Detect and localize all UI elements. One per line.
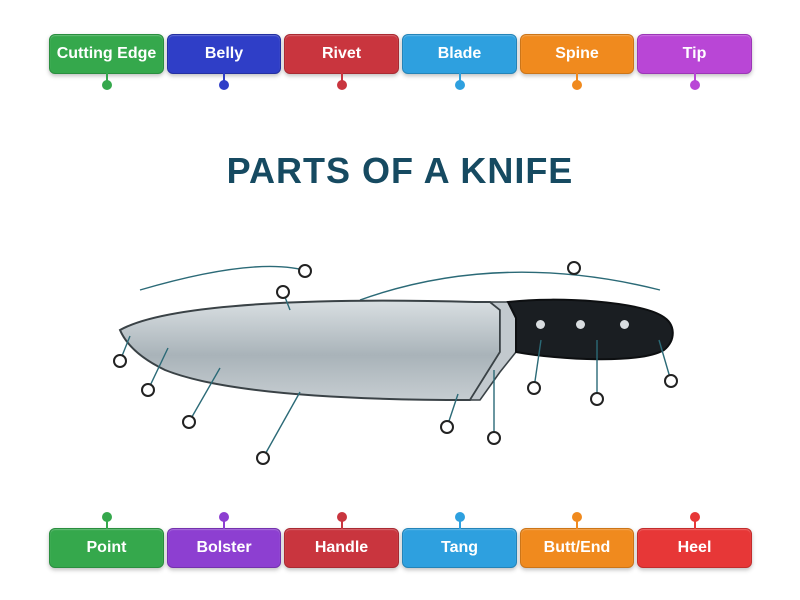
label-tile-text: Heel — [678, 539, 712, 557]
knife-blade — [120, 301, 500, 400]
label-tile-text: Bolster — [196, 539, 251, 557]
label-pin — [102, 80, 112, 90]
knife-rivet — [536, 320, 545, 329]
label-pin — [572, 512, 582, 522]
label-tile-point[interactable]: Point — [49, 528, 164, 568]
drop-target[interactable] — [276, 285, 290, 299]
label-tile-handle[interactable]: Handle — [284, 528, 399, 568]
label-tile-text: Blade — [438, 45, 482, 63]
label-tile-text: Handle — [315, 539, 368, 557]
knife-handle — [508, 300, 673, 360]
label-tile-text: Rivet — [322, 45, 361, 63]
label-tile-text: Butt/End — [544, 539, 611, 557]
label-pin — [219, 512, 229, 522]
drop-target[interactable] — [182, 415, 196, 429]
drop-target[interactable] — [298, 264, 312, 278]
label-tile-text: Spine — [555, 45, 599, 63]
label-tile-cutting-edge[interactable]: Cutting Edge — [49, 34, 164, 74]
knife-diagram — [0, 0, 800, 600]
label-tile-belly[interactable]: Belly — [167, 34, 281, 74]
knife-rivet — [620, 320, 629, 329]
drop-target[interactable] — [664, 374, 678, 388]
drop-target[interactable] — [113, 354, 127, 368]
label-pin — [455, 80, 465, 90]
label-pin — [102, 512, 112, 522]
label-pin — [690, 512, 700, 522]
label-tile-buttend[interactable]: Butt/End — [520, 528, 634, 568]
label-tile-tang[interactable]: Tang — [402, 528, 517, 568]
label-pin — [572, 80, 582, 90]
label-pin — [337, 512, 347, 522]
label-tile-blade[interactable]: Blade — [402, 34, 517, 74]
drop-target[interactable] — [440, 420, 454, 434]
label-tile-spine[interactable]: Spine — [520, 34, 634, 74]
label-tile-text: Tip — [683, 45, 707, 63]
drop-target[interactable] — [567, 261, 581, 275]
label-tile-text: Belly — [205, 45, 243, 63]
label-pin — [455, 512, 465, 522]
drop-target[interactable] — [527, 381, 541, 395]
label-tile-text: Cutting Edge — [57, 45, 157, 63]
label-pin — [337, 80, 347, 90]
label-tile-text: Point — [87, 539, 127, 557]
drop-target[interactable] — [256, 451, 270, 465]
label-tile-bolster[interactable]: Bolster — [167, 528, 281, 568]
label-tile-tip[interactable]: Tip — [637, 34, 752, 74]
label-tile-text: Tang — [441, 539, 478, 557]
drop-target[interactable] — [590, 392, 604, 406]
knife-rivet — [576, 320, 585, 329]
drop-target[interactable] — [487, 431, 501, 445]
label-pin — [219, 80, 229, 90]
label-tile-rivet[interactable]: Rivet — [284, 34, 399, 74]
label-pin — [690, 80, 700, 90]
drop-target[interactable] — [141, 383, 155, 397]
label-tile-heel[interactable]: Heel — [637, 528, 752, 568]
